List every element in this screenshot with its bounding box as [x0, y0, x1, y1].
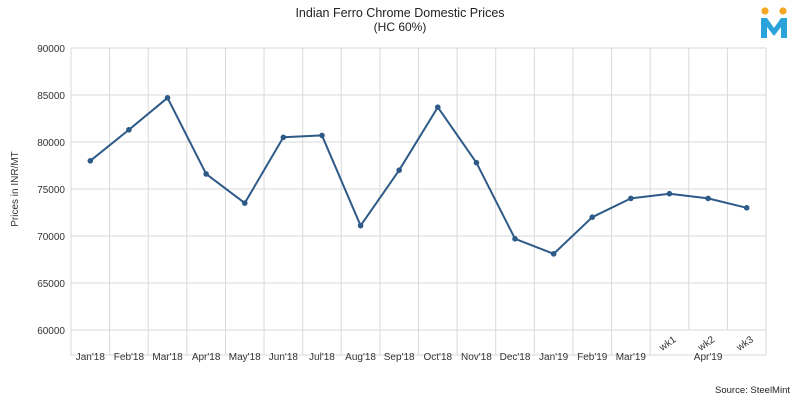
data-point — [396, 167, 402, 173]
chart-title: Indian Ferro Chrome Domestic Prices — [295, 6, 504, 20]
x-tick-label: Jun'18 — [269, 352, 299, 363]
y-tick-label: 85000 — [37, 91, 65, 102]
x-tick-label: Apr'18 — [192, 352, 221, 363]
data-point — [705, 195, 711, 202]
data-point — [87, 158, 94, 164]
x-tick-label: Feb'18 — [114, 352, 145, 363]
x-tick-label: Mar'18 — [152, 352, 183, 363]
data-point — [241, 200, 248, 206]
data-point — [357, 222, 364, 229]
x-tick-label: Nov'18 — [461, 352, 492, 363]
steelmint-logo — [759, 6, 789, 40]
data-point — [203, 171, 209, 177]
y-axis-label: Prices in INR/MT — [10, 151, 21, 227]
x-tick-label: Sep'18 — [384, 352, 415, 363]
x-tick-label: Jul'18 — [309, 352, 335, 363]
x-tick-label: Jan'18 — [76, 352, 106, 363]
x-tick-label: Feb'19 — [577, 352, 608, 363]
data-point — [666, 190, 673, 197]
data-point — [473, 159, 480, 166]
x-tick-label: Jan'19 — [539, 352, 569, 363]
data-point — [164, 95, 171, 101]
source-note: Source: SteelMint — [715, 385, 790, 396]
chart-subtitle: (HC 60%) — [374, 20, 427, 34]
x-tick-label: wk3 — [734, 334, 756, 354]
data-point — [628, 195, 634, 202]
data-point — [589, 214, 596, 220]
data-point — [512, 236, 518, 242]
y-tick-label: 90000 — [37, 44, 65, 55]
data-point — [319, 132, 325, 139]
x-tick-label: wk1 — [657, 334, 679, 354]
data-point — [280, 134, 287, 141]
x-tick-label: Dec'18 — [500, 352, 531, 363]
x-group-label: Apr'19 — [694, 352, 723, 363]
x-tick-label: Aug'18 — [345, 352, 376, 363]
data-point — [126, 126, 132, 133]
y-tick-label: 60000 — [37, 326, 65, 337]
x-tick-label: May'18 — [229, 352, 261, 363]
y-tick-label: 65000 — [37, 279, 65, 290]
data-point — [743, 205, 750, 211]
x-tick-label: Mar'19 — [616, 352, 647, 363]
y-tick-label: 70000 — [37, 232, 65, 243]
y-tick-label: 75000 — [37, 185, 65, 196]
data-point — [550, 251, 557, 257]
series-line — [89, 96, 747, 255]
x-tick-label: Oct'18 — [424, 352, 453, 363]
y-tick-label: 80000 — [37, 138, 65, 149]
steelmint-logo-icon — [761, 7, 787, 38]
data-point — [435, 104, 441, 111]
